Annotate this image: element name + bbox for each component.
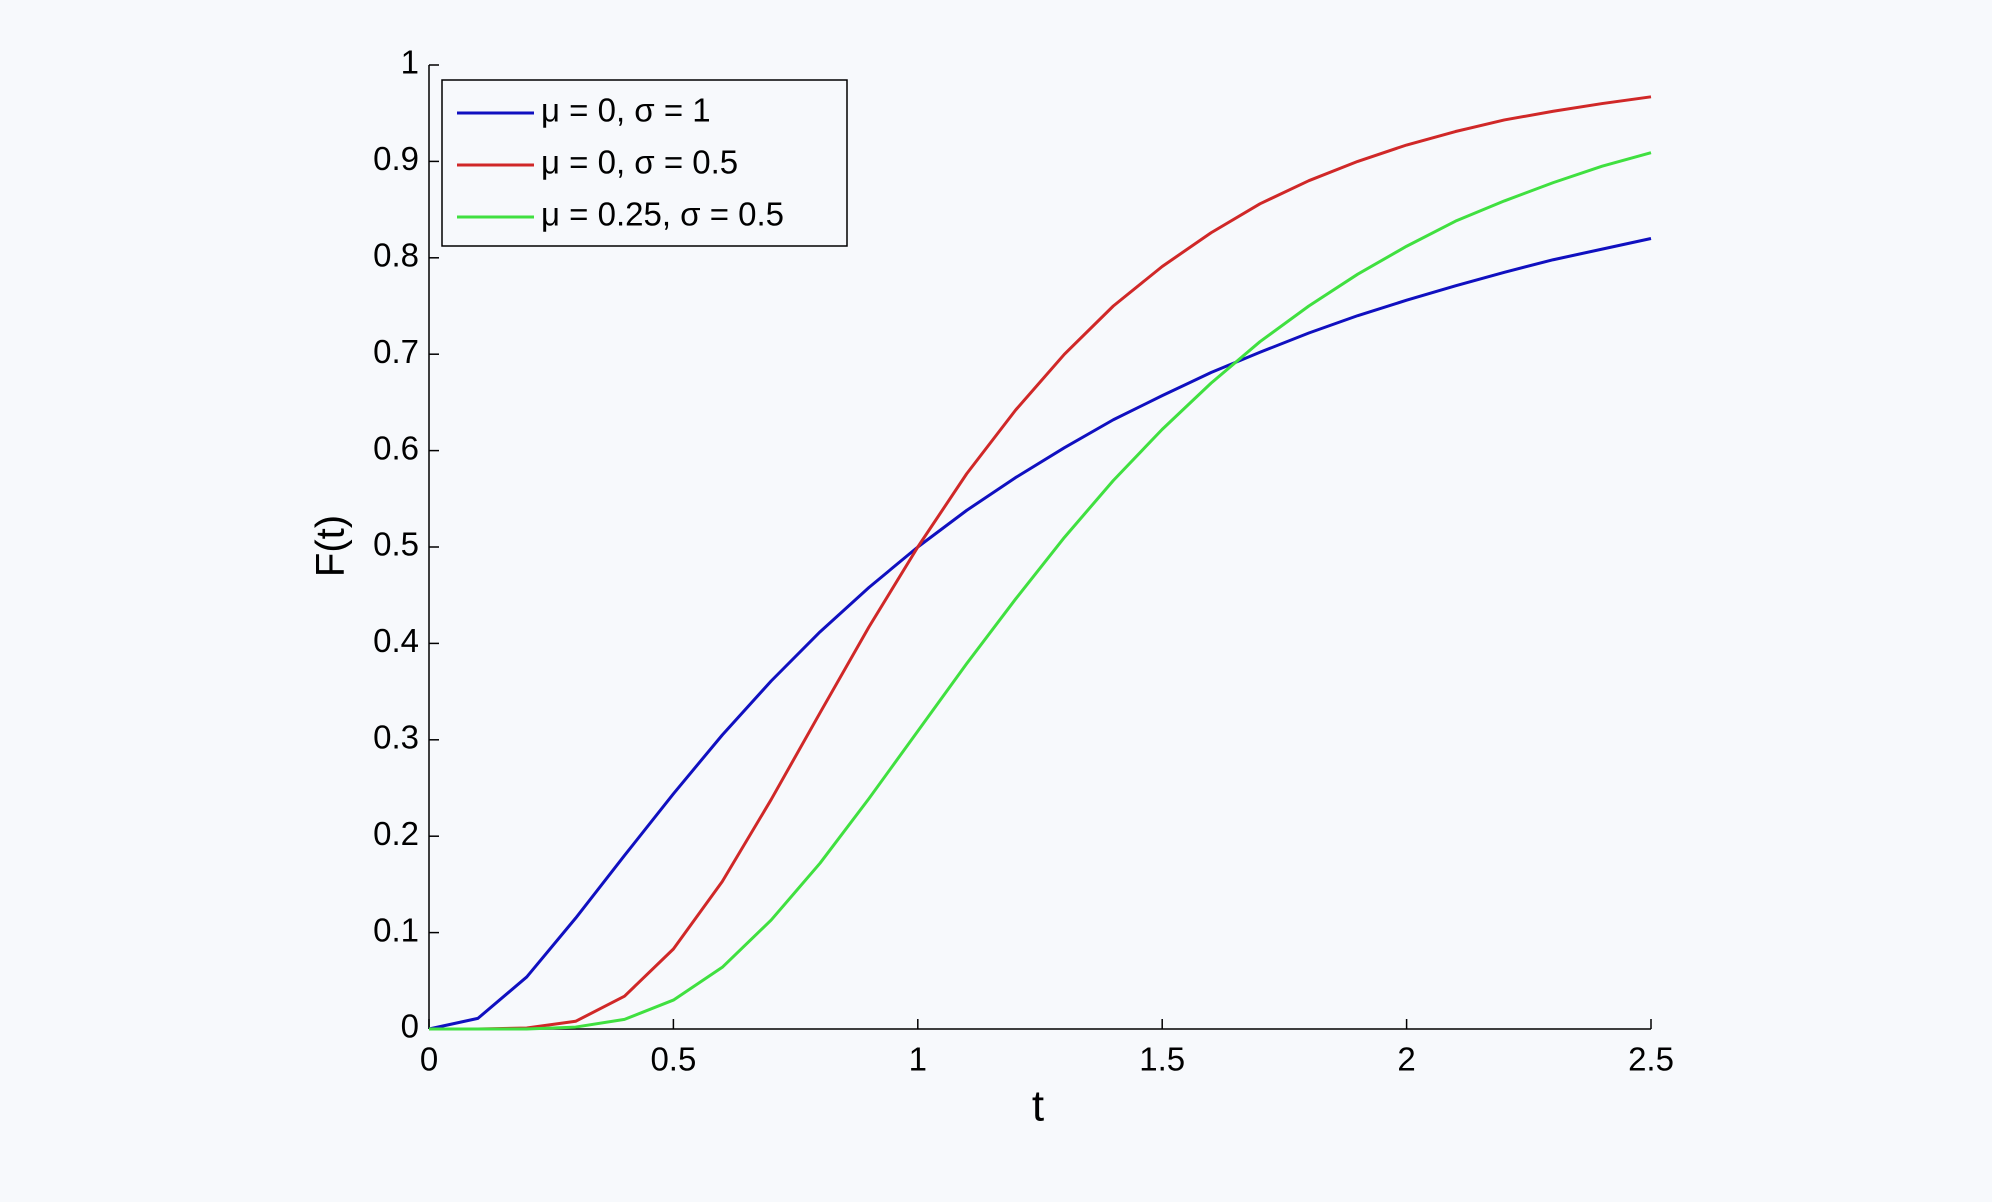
y-tick-label: 0.9 (373, 140, 419, 177)
x-axis-label: t (1032, 1082, 1044, 1131)
legend-label: μ = 0.25, σ = 0.5 (541, 196, 784, 233)
y-axis-label: F(t) (309, 515, 353, 577)
x-tick-label: 2 (1397, 1041, 1415, 1078)
legend-label: μ = 0, σ = 0.5 (541, 144, 738, 181)
x-tick-label: 2.5 (1628, 1041, 1674, 1078)
line-series (429, 151, 1652, 1031)
y-tick-label: 0.5 (373, 526, 419, 563)
y-tick-label: 0.3 (373, 719, 419, 756)
y-tick-label: 0.1 (373, 911, 419, 948)
y-tick-label: 0.7 (373, 333, 419, 370)
y-tick-label: 0.2 (373, 815, 419, 852)
y-tick-label: 0.4 (373, 622, 419, 659)
y-tick-label: 1 (401, 44, 419, 81)
y-tick-label: 0.6 (373, 429, 419, 466)
x-tick-label: 0.5 (650, 1041, 696, 1078)
x-tick-label: 1 (909, 1041, 927, 1078)
line-series (428, 237, 1652, 1031)
x-tick-label: 0 (420, 1041, 438, 1078)
y-tick-label: 0.8 (373, 237, 419, 274)
y-tick-label: 0 (401, 1008, 419, 1045)
x-tick-label: 1.5 (1139, 1041, 1185, 1078)
legend-label: μ = 0, σ = 1 (541, 92, 711, 129)
line-series (429, 95, 1652, 1031)
